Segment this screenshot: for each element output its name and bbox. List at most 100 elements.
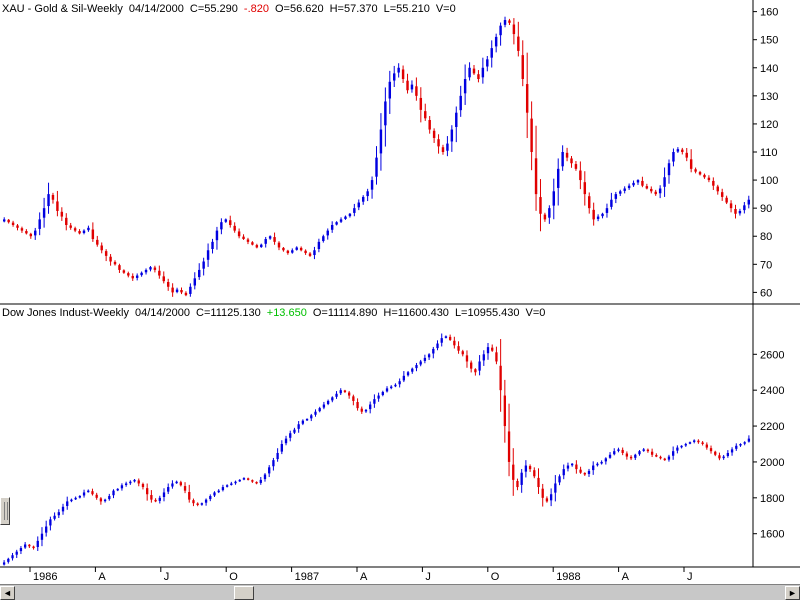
xau-candle-body [153,267,157,270]
xau-candle-body [211,241,214,250]
xau-candle-body [401,69,405,79]
time-tick-label: 1986 [33,571,57,583]
dow-candle-body [188,491,191,500]
xau-candle-body [468,67,471,78]
xau-ytick-label: 140 [760,63,778,75]
dow-candle-body [87,490,90,493]
xau-candle-body [729,203,733,209]
time-tick-label: A [622,571,630,583]
dow-candle-body [507,431,511,462]
xau-candle-body [410,84,414,90]
dow-candle-body [373,399,376,404]
dow-candle-body [735,445,738,449]
xau-candle-body [317,241,321,250]
dow-candle-body [440,338,443,343]
xau-candle-body [570,158,573,164]
dow-candle-body [217,490,220,493]
dow-candle-body [621,449,624,453]
dow-candle-body [520,472,523,485]
xau-candle-body [56,201,59,211]
scroll-right-button[interactable]: ► [785,586,800,600]
xau-candle-body [357,202,360,208]
dow-candle-body [613,451,616,455]
xau-candle-body [707,177,711,181]
time-tick-label: O [229,571,238,583]
dow-candle-body [78,496,82,498]
dow-candle-body [453,340,456,346]
top-close: C=55.290 [190,3,238,15]
xau-candle-body [82,230,86,234]
dow-candle-body [705,444,708,448]
dow-candle-body [419,361,422,365]
xau-candle-body [694,169,697,172]
xau-candle-body [291,250,294,253]
dow-candle-body [204,499,208,503]
dow-candle-body [11,555,14,559]
dow-candle-body [486,347,490,354]
panel-resize-handle[interactable] [0,497,10,525]
xau-candle-body [16,225,19,228]
dow-candle-body [655,455,658,457]
xau-candle-body [672,152,675,162]
dow-candle-body [629,456,633,459]
dow-candle-body [91,491,94,495]
xau-candle-body [38,219,41,229]
dow-candle-body [541,488,544,498]
dow-candle-body [318,408,321,412]
dow-candle-body [103,499,107,502]
xau-candle-body [96,239,99,245]
dow-candle-body [482,354,485,361]
xau-ytick-label: 100 [760,175,778,187]
xau-ytick-label: 60 [760,287,772,299]
dow-candle-body [503,395,506,427]
xau-candle-body [251,242,254,245]
dow-candle-body [162,492,166,498]
xau-candle-body [344,216,347,219]
dow-candle-body [263,474,267,480]
horizontal-scrollbar[interactable]: ◄ ► [0,584,800,600]
dow-candle-body [53,515,56,519]
xau-candle-body [20,228,24,231]
xau-candle-body [11,222,15,225]
scroll-thumb[interactable] [234,586,254,600]
dow-candle-body [74,497,77,500]
xau-candle-body [233,225,236,231]
dow-candle-body [592,465,595,471]
dow-candle-body [516,480,519,488]
dow-candle-body [247,478,250,480]
dow-candle-body [491,347,494,351]
dow-candle-body [167,487,170,492]
xau-candle-body [446,143,449,151]
dow-candle-body [293,429,296,433]
xau-candle-body [73,228,77,231]
xau-candle-body [556,168,560,188]
top-panel: 60 70 80 90 100 110 120 130 140 150 160 XAU - Gold… [0,0,778,303]
dow-candle-body [192,500,195,504]
time-tick-label: J [687,571,693,583]
xau-candle-body [69,225,72,228]
xau-candle-body [574,164,578,169]
xau-candle-body [605,208,609,213]
xau-candle-body [313,250,316,256]
bottom-header: Dow Jones Indust-Weekly 04/14/2000 C=11125… [2,307,545,319]
dow-candle-body [650,451,654,455]
xau-candle-body [224,219,228,222]
dow-candle-body [70,499,73,502]
xau-candle-body [689,159,693,169]
dow-candle-body [676,447,679,451]
dow-candle-body [124,483,128,485]
scroll-left-button[interactable]: ◄ [0,586,15,600]
dow-candle-body [566,465,570,469]
xau-ytick-label: 110 [760,147,778,159]
xau-candle-body [202,261,205,269]
dow-ytick-label: 2600 [760,349,784,361]
xau-candle-body [579,170,582,181]
dow-candle-body [158,497,161,501]
dow-candle-body [512,464,515,480]
xau-candle-body [171,287,174,293]
xau-candle-body [78,231,81,234]
dow-candle-body [461,351,464,355]
xau-candle-body [415,86,418,96]
xau-candle-body [712,180,715,186]
xau-candle-body [308,253,312,256]
